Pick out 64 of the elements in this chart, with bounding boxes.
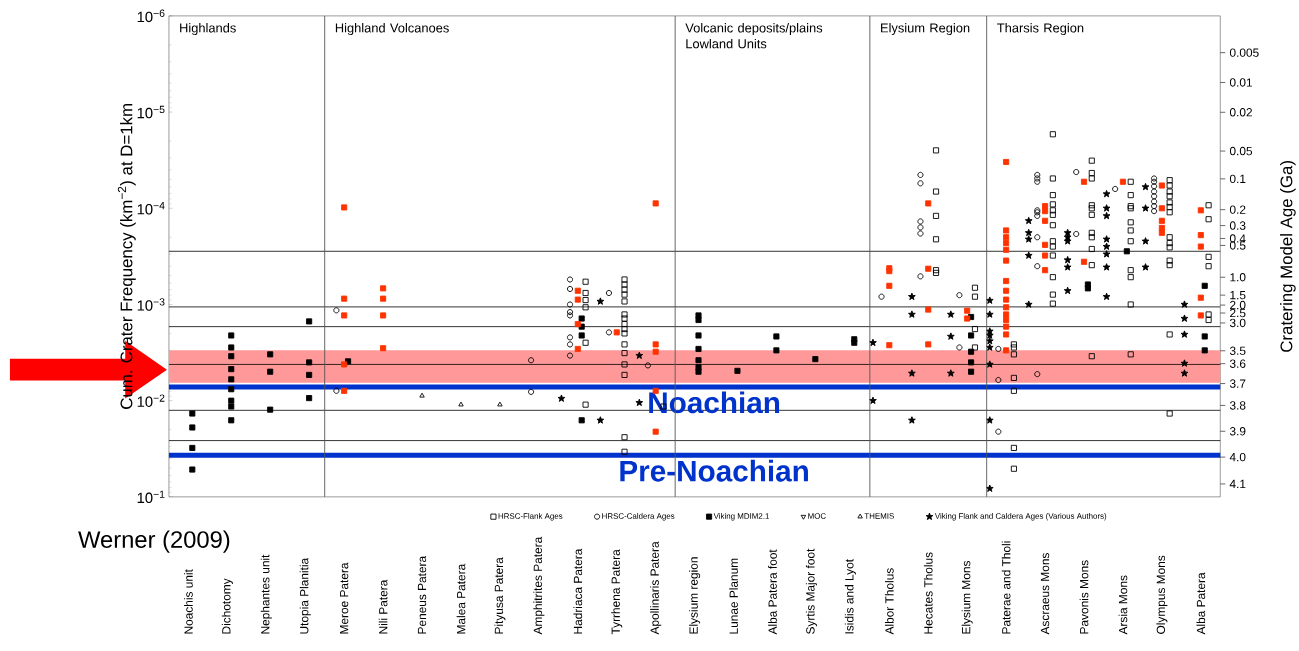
text: 2.5 bbox=[1230, 308, 1246, 318]
text: 3.6 bbox=[1229, 359, 1246, 368]
text: 0.1 bbox=[1229, 174, 1246, 184]
x-tick-label: Isidis and Lyot bbox=[844, 559, 856, 634]
x-tick-label: Alba Patera bbox=[1196, 572, 1206, 635]
text: 0.3 bbox=[1229, 221, 1246, 230]
text: 4.0 bbox=[1229, 452, 1246, 462]
x-tick-label: Meroe Patera bbox=[340, 562, 349, 634]
x-tick-label: Elysium region bbox=[689, 557, 701, 634]
x-tick-label: Hecates Tholus bbox=[923, 552, 933, 634]
x-tick-label: Utopia Planitia bbox=[299, 557, 311, 634]
y-tick-label: 10$^{−1}$ bbox=[137, 490, 165, 504]
y-tick-label: 10$^{−6}$ bbox=[137, 9, 165, 23]
text: 2.0 bbox=[1230, 300, 1246, 310]
text: 3.8 bbox=[1229, 401, 1246, 410]
text: 1.0 bbox=[1230, 273, 1246, 282]
annotation: Elysium Region bbox=[881, 23, 970, 36]
ref-line-label: Noachian bbox=[649, 391, 780, 414]
text: 0.005 bbox=[1229, 48, 1259, 57]
x-tick-label: Amphitrites Patera bbox=[533, 536, 545, 635]
text: 3.5 bbox=[1229, 346, 1246, 356]
annotation: Highland Volcanoes bbox=[335, 23, 449, 36]
x-tick-label: Hadriaca Patera bbox=[573, 548, 583, 634]
text: 0.4 bbox=[1229, 234, 1246, 243]
x-tick-label: Paterae and Tholi bbox=[1001, 541, 1011, 634]
annotation: Volcanic deposits/plains Lowland Units bbox=[685, 23, 823, 49]
x-tick-label: Dichotomy bbox=[221, 578, 233, 634]
y-tick-label: 10$^{−3}$ bbox=[137, 298, 165, 311]
x-tick-label: Nephantes unit bbox=[260, 554, 272, 634]
text: 0.05 bbox=[1229, 146, 1253, 156]
x-tick-label: Elysium Mons bbox=[961, 561, 973, 634]
x-tick-label: Nili Patera bbox=[378, 579, 388, 634]
y2-axis-title: Cratering Model Age (Ga) bbox=[1280, 161, 1296, 352]
x-tick-label: Syrtis Major foot bbox=[805, 548, 817, 634]
text: 3.0 bbox=[1229, 318, 1246, 328]
text: 3.7 bbox=[1229, 379, 1246, 388]
annotation: Highlands bbox=[180, 23, 236, 36]
text: 0.2 bbox=[1229, 205, 1246, 214]
y-tick-label: 10$^{−5}$ bbox=[137, 105, 165, 119]
x-tick-label: Alba Patera foot bbox=[768, 549, 777, 635]
text: 0.01 bbox=[1229, 78, 1252, 87]
x-tick-label: Apollinaris Patera bbox=[650, 541, 662, 635]
x-tick-label: Pavonis Mons bbox=[1079, 560, 1089, 634]
x-tick-label: Lunae Planum bbox=[729, 558, 738, 634]
y-axis-title: Cum. Crater Frequency (km$^{−2}$) at D=1km bbox=[117, 104, 136, 409]
ref-line-label: Pre-Noachian bbox=[620, 459, 808, 482]
text: 0.02 bbox=[1229, 108, 1252, 117]
text: 4.1 bbox=[1229, 479, 1246, 489]
annotation: Tharsis Region bbox=[997, 23, 1084, 36]
x-tick-label: Peneus Patera bbox=[417, 555, 427, 634]
x-tick-label: Tyrrhena Patera bbox=[611, 549, 623, 635]
text: 1.5 bbox=[1230, 291, 1246, 300]
x-tick-label: Pityusa Patera bbox=[494, 557, 506, 634]
y-tick-label: 10$^{−2}$ bbox=[137, 394, 165, 407]
x-tick-label: Albor Tholus bbox=[884, 568, 894, 635]
x-tick-label: Noachis unit bbox=[184, 569, 193, 634]
y-tick-label: 10$^{−4}$ bbox=[137, 202, 165, 215]
text: 3.9 bbox=[1229, 427, 1246, 436]
x-tick-label: Olympus Mons bbox=[1156, 555, 1168, 634]
x-tick-label: Arsia Mons bbox=[1118, 575, 1128, 635]
text: 0.5 bbox=[1229, 241, 1246, 250]
text: Werner (2009) bbox=[78, 530, 230, 553]
x-tick-label: Malea Patera bbox=[456, 563, 466, 634]
x-tick-label: Ascraeus Mons bbox=[1040, 553, 1050, 635]
